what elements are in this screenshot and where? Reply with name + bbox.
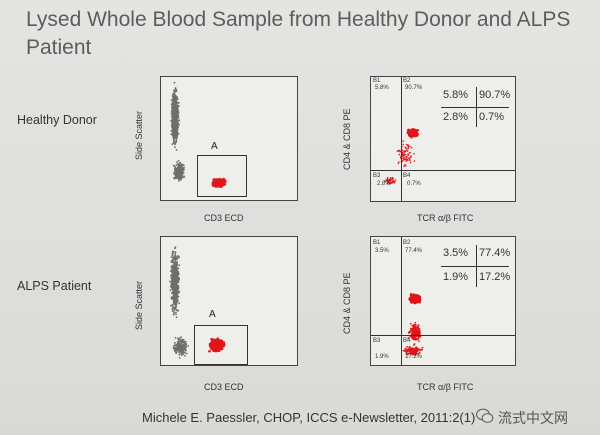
citation: Michele E. Paessler, CHOP, ICCS e-Newsle… — [142, 410, 476, 425]
quadrant-horizontal-line — [371, 335, 515, 336]
watermark: 流式中文网 — [498, 410, 568, 426]
percent-bottom-left: 1.9% — [443, 271, 469, 283]
quadrant-plot-healthy-donor: B1 B2 B3 B4 5.8% 90.7% 2.8% 0.7% 5.8% 90… — [370, 76, 516, 202]
percent-bottom-right: 17.2% — [479, 271, 511, 283]
quadrant-tag-value: 90.7% — [405, 85, 423, 91]
event-cloud — [208, 337, 226, 353]
quadrant-tag: B3 — [373, 173, 381, 179]
wechat-icon — [476, 408, 494, 423]
scatter-plot-dots — [169, 246, 226, 359]
event-cloud — [402, 345, 424, 356]
event-cloud — [396, 140, 416, 167]
quadrant-tag: B4 — [403, 173, 411, 179]
slide-title: Lysed Whole Blood Sample from Healthy Do… — [26, 8, 571, 59]
percent-top-left: 5.8% — [443, 89, 469, 101]
quadrant-tag-value: 17.2% — [405, 354, 423, 360]
quadrant-vertical-line — [401, 237, 402, 365]
event-cloud — [172, 336, 190, 359]
quadrant-plot-alps-patient: B1 B2 B3 B4 3.5% 77.4% 1.9% 17.2% 3.5% 7… — [370, 236, 516, 366]
scatter-ylabel: Side Scatter — [134, 280, 144, 330]
quadrant-ylabel: CD4 & CD8 PE — [342, 272, 352, 334]
event-cloud — [406, 127, 420, 139]
quadrant-tag-value: 77.4% — [405, 248, 423, 254]
event-cloud — [211, 177, 227, 188]
quadrant-tag-value: 3.5% — [375, 248, 389, 254]
quadrant-tag: B3 — [373, 338, 381, 344]
percent-bottom-right: 0.7% — [479, 111, 505, 123]
quadrant-vertical-line — [401, 77, 402, 201]
percent-top-right: 90.7% — [479, 89, 511, 101]
quadrant-horizontal-line — [371, 170, 515, 171]
percent-top-right: 77.4% — [479, 247, 511, 259]
percent-divider — [441, 107, 509, 108]
event-cloud — [408, 292, 422, 305]
percent-table: 3.5% 77.4% 1.9% 17.2% — [439, 241, 515, 289]
scatter-plot-healthy-donor: A — [160, 76, 298, 201]
quadrant-tag-value: 0.7% — [407, 181, 421, 187]
quadrant-plot-dots — [402, 292, 424, 356]
event-cloud — [169, 246, 181, 319]
quadrant-ylabel: CD4 & CD8 PE — [342, 108, 352, 170]
quadrant-tag: B1 — [373, 240, 381, 246]
percent-top-left: 3.5% — [443, 247, 469, 259]
quadrant-tag: B4 — [403, 338, 411, 344]
gate-box — [197, 155, 247, 197]
quadrant-tag: B2 — [403, 78, 411, 84]
quadrant-xlabel: TCR α/β FITC — [417, 382, 474, 392]
percent-divider — [441, 266, 509, 267]
row-label-healthy-donor: Healthy Donor — [17, 113, 97, 127]
percent-bottom-left: 2.8% — [443, 111, 469, 123]
quadrant-tag-value: 5.8% — [375, 85, 389, 91]
scatter-plot-dots — [170, 81, 227, 188]
row-label-alps-patient: ALPS Patient — [17, 279, 92, 293]
quadrant-tag-value: 1.9% — [375, 354, 389, 360]
quadrant-tag-value: 2.8% — [377, 181, 391, 187]
quadrant-plot-dots — [384, 127, 420, 185]
gate-box — [194, 325, 248, 365]
quadrant-tag: B2 — [403, 240, 411, 246]
scatter-xlabel: CD3 ECD — [204, 382, 244, 392]
quadrant-xlabel: TCR α/β FITC — [417, 213, 474, 223]
quadrant-tag: B1 — [373, 78, 381, 84]
gate-label: A — [211, 141, 218, 152]
event-cloud — [172, 159, 186, 182]
event-cloud — [170, 81, 181, 151]
scatter-xlabel: CD3 ECD — [204, 213, 244, 223]
scatter-plot-alps-patient: A — [160, 236, 298, 366]
gate-label: A — [209, 309, 216, 320]
percent-table: 5.8% 90.7% 2.8% 0.7% — [439, 81, 515, 129]
scatter-ylabel: Side Scatter — [134, 110, 144, 160]
event-cloud — [384, 176, 397, 185]
